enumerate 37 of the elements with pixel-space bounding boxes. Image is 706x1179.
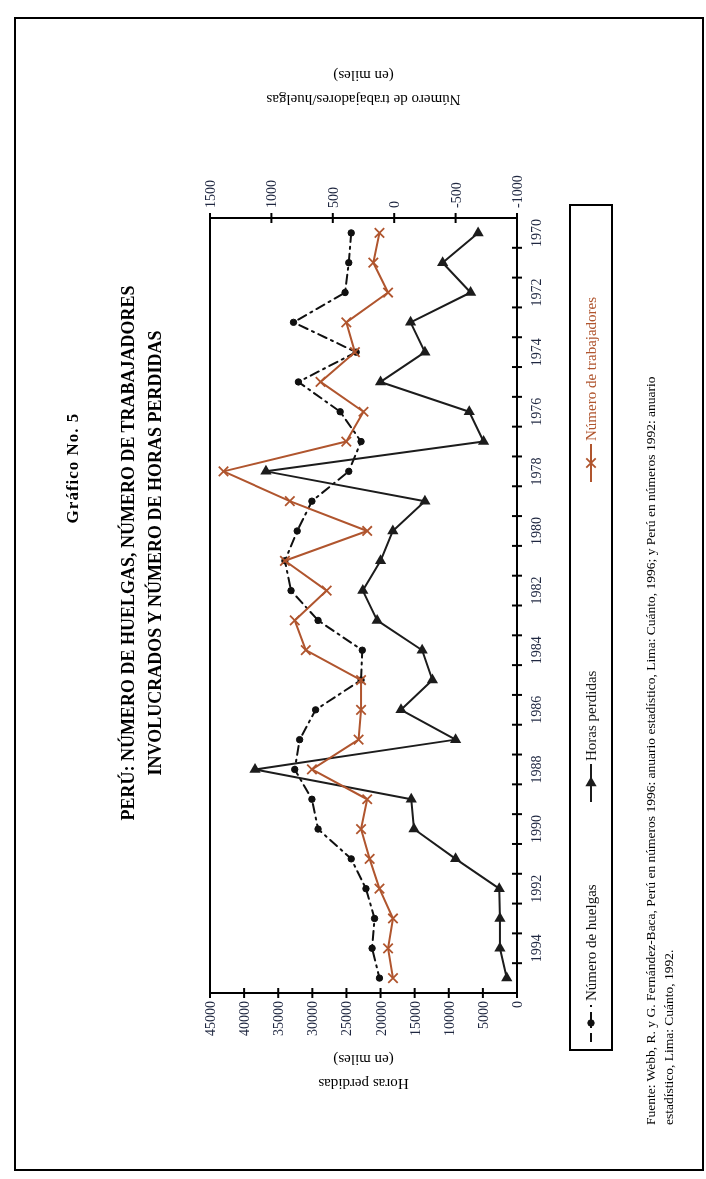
x2-tick-label: 0	[387, 201, 403, 208]
y-tick-label: 1972	[529, 278, 544, 307]
x-tick-label: 0	[510, 1001, 525, 1008]
x-tick-label: 45000	[203, 1001, 218, 1036]
x-axis-title: Horas perdidas (en miles)	[318, 1051, 409, 1092]
x-tick-label: 10000	[441, 1001, 457, 1036]
text: Número de trabajadores	[583, 296, 599, 441]
y-tick-label: 1994	[529, 934, 544, 963]
y-tick-label: 1982	[529, 576, 544, 605]
x2-tick-label: -500	[448, 182, 464, 208]
y-tick-label: 1976	[529, 397, 544, 426]
y-tick-label: 1988	[529, 755, 544, 784]
y-tick-label: 1986	[529, 695, 544, 724]
text: Gráfico No. 5	[63, 412, 82, 524]
x-tick-label: 5000	[475, 1001, 491, 1029]
x2-tick-label: 1500	[203, 180, 218, 208]
x-tick-label: 25000	[339, 1001, 355, 1036]
x2-axis-title: Número de trabajadores/huelgas (en miles)	[266, 67, 461, 108]
x-tick-label: 20000	[373, 1001, 389, 1036]
text: Número de huelgas	[583, 884, 599, 1001]
text: Horas perdidas	[583, 670, 599, 761]
x2-tick-label: 500	[325, 187, 341, 208]
source-note: Fuente: Webb, R. y G. Fernández-Baca, Perú en números 1996: anuario estadístico, Lima: Cuánto, 1996; y Perú en números 1992: anuario estadístico, Lima: Cuánto, 1992.	[643, 376, 676, 1125]
y-tick-label: 1974	[529, 338, 544, 367]
y-tick-label: 1980	[529, 516, 544, 545]
x-tick-label: 30000	[305, 1001, 321, 1036]
text: PERÚ: NÚMERO DE HUELGAS, NÚMERO DE TRABAJADORES INVOLUCRADOS Y NÚMERO DE HORAS PERDIDAS	[117, 285, 165, 821]
x-tick-label: 35000	[271, 1001, 287, 1036]
x2-tick-label: 1000	[264, 180, 280, 208]
y-tick-label: 1992	[529, 874, 544, 903]
y-tick-label: 1970	[529, 218, 544, 247]
x-tick-label: 15000	[407, 1001, 423, 1036]
x2-tick-label: -1000	[510, 175, 525, 208]
x-tick-label: 40000	[237, 1001, 253, 1036]
y-tick-label: 1978	[529, 457, 544, 486]
y-tick-label: 1984	[529, 636, 544, 665]
y-tick-label: 1990	[529, 815, 544, 844]
